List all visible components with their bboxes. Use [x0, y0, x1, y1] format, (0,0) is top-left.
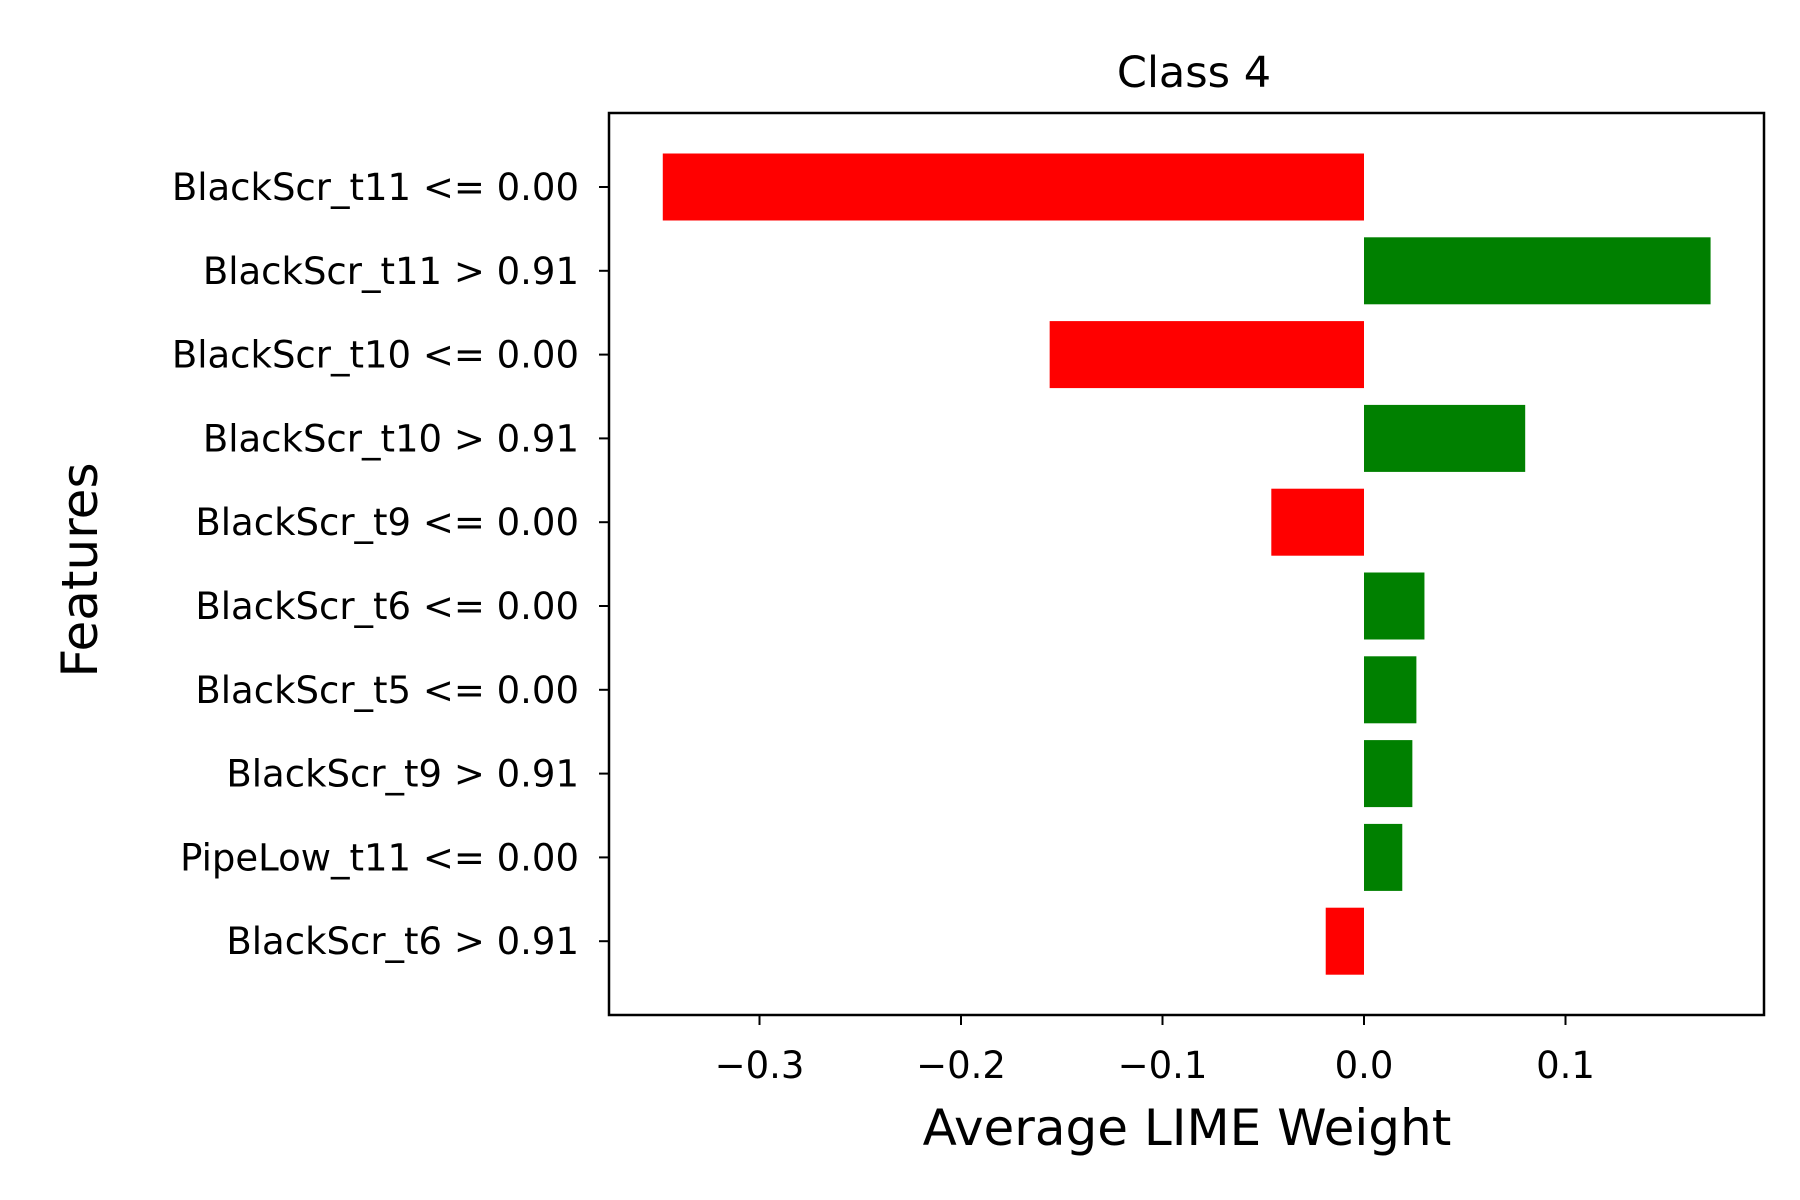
y-tick-label: BlackScr_t11 <= 0.00: [172, 166, 579, 209]
y-tick-label: BlackScr_t5 <= 0.00: [195, 669, 579, 712]
x-tick-label: −0.2: [916, 1044, 1006, 1087]
y-tick-label: BlackScr_t9 <= 0.00: [195, 501, 579, 544]
y-tick-label: BlackScr_t6 <= 0.00: [195, 585, 579, 628]
axes-frame: [607, 111, 1766, 1017]
bar: [1271, 488, 1364, 556]
bar: [1364, 740, 1413, 808]
y-tick-label: BlackScr_t9 > 0.91: [226, 753, 579, 796]
x-axis-ticks: −0.3 −0.2 −0.1 0.0 0.1: [715, 1015, 1595, 1087]
y-tick-label: BlackScr_t10 > 0.91: [203, 417, 579, 460]
bar: [662, 153, 1364, 221]
x-tick-label: −0.3: [715, 1044, 805, 1087]
bar: [1364, 572, 1425, 640]
x-tick-label: 0.1: [1536, 1044, 1595, 1087]
y-tick-label: BlackScr_t10 <= 0.00: [172, 334, 579, 377]
y-tick-label: PipeLow_t11 <= 0.00: [180, 836, 579, 879]
y-axis-ticks: BlackScr_t11 <= 0.00 BlackScr_t11 > 0.91 B…: [172, 166, 609, 963]
bars-group: [662, 153, 1711, 975]
bar: [1364, 823, 1403, 891]
x-tick-label: 0.0: [1335, 1044, 1394, 1087]
x-axis-label: Average LIME Weight: [923, 1099, 1452, 1157]
bar: [1364, 404, 1526, 472]
y-axis-label: Features: [51, 463, 109, 678]
bar: [1049, 321, 1364, 389]
bar: [1325, 907, 1364, 975]
y-tick-label: BlackScr_t6 > 0.91: [226, 920, 579, 963]
bar: [1364, 237, 1711, 305]
chart-title: Class 4: [1117, 48, 1271, 98]
y-tick-label: BlackScr_t11 > 0.91: [203, 250, 579, 293]
bar: [1364, 656, 1417, 724]
x-tick-label: −0.1: [1118, 1044, 1208, 1087]
